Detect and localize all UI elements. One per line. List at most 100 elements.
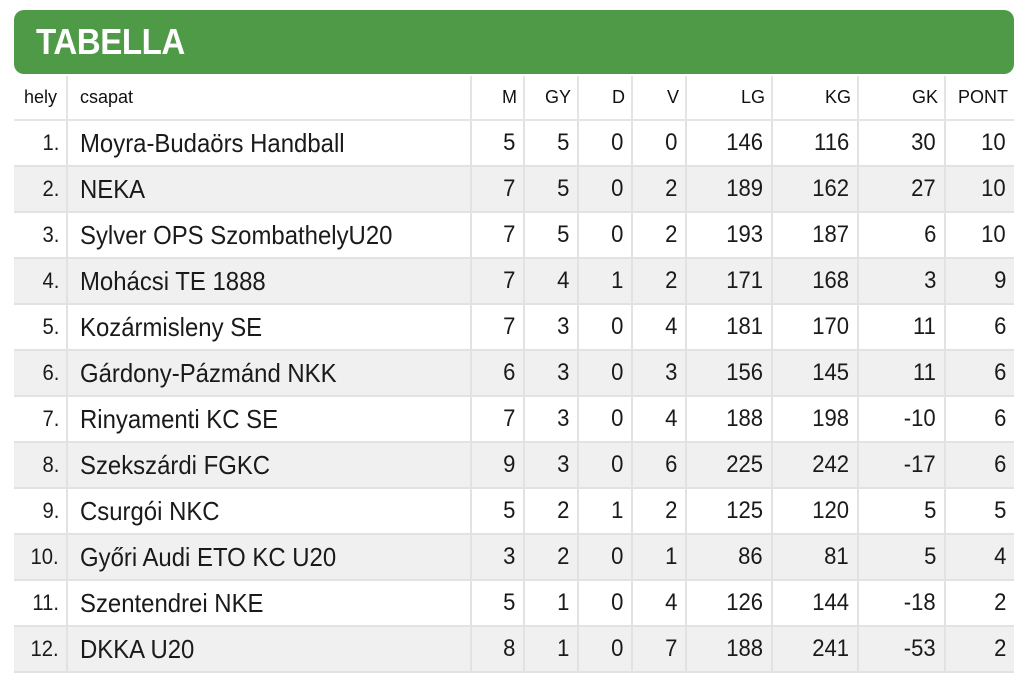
cell-gy: 3 — [523, 442, 578, 489]
column-header-kg: KG — [771, 76, 858, 121]
cell-value-kg: 242 — [812, 451, 849, 478]
cell-value-gy: 2 — [556, 497, 569, 524]
cell-d: 0 — [577, 534, 632, 581]
table-row: 11. Szentendrei NKE 5 1 0 4 126 144 -18 2 — [14, 580, 1014, 627]
cell-value-csapat: Sylver OPS SzombathelyU20 — [80, 219, 393, 250]
cell-kg: 168 — [771, 258, 858, 305]
table-row: 6. Gárdony-Pázmánd NKK 6 3 0 3 156 145 11 6 — [14, 350, 1014, 397]
cell-value-m: 5 — [502, 129, 515, 156]
column-header-lg: LG — [685, 76, 772, 121]
cell-value-lg: 189 — [726, 175, 763, 202]
cell-value-d: 0 — [610, 175, 623, 202]
cell-value-gk: 5 — [923, 497, 936, 524]
cell-value-kg: 116 — [813, 129, 849, 156]
standings-table: hely csapat M GY D V LG KG GK PONT 1. Moy… — [14, 76, 1014, 673]
cell-value-v: 0 — [664, 129, 677, 156]
cell-hely: 7. — [14, 396, 67, 443]
cell-value-kg: 187 — [812, 221, 849, 248]
cell-lg: 126 — [685, 580, 772, 627]
cell-value-gk: -10 — [904, 405, 936, 432]
cell-value-d: 1 — [610, 497, 623, 524]
cell-value-d: 0 — [610, 129, 623, 156]
cell-kg: 145 — [771, 350, 858, 397]
cell-gy: 5 — [523, 166, 578, 213]
cell-value-pont: 2 — [993, 635, 1006, 662]
cell-value-v: 2 — [664, 497, 677, 524]
cell-value-hely: 9. — [42, 498, 59, 523]
cell-gy: 1 — [523, 580, 578, 627]
cell-pont: 6 — [944, 350, 1014, 397]
cell-gy: 3 — [523, 396, 578, 443]
cell-value-gy: 1 — [556, 589, 569, 616]
cell-kg: 81 — [771, 534, 858, 581]
cell-csapat: Moyra-Budaörs Handball — [66, 120, 471, 167]
cell-value-hely: 3. — [42, 222, 59, 247]
cell-value-hely: 4. — [42, 268, 59, 293]
cell-value-lg: 193 — [726, 221, 763, 248]
cell-value-gy: 3 — [556, 313, 569, 340]
cell-value-d: 0 — [610, 635, 623, 662]
cell-csapat: Rinyamenti KC SE — [66, 396, 471, 443]
table-row: 7. Rinyamenti KC SE 7 3 0 4 188 198 -10 6 — [14, 396, 1014, 443]
cell-hely: 4. — [14, 258, 67, 305]
cell-gk: 11 — [857, 350, 945, 397]
column-header-d: D — [577, 76, 632, 121]
cell-value-d: 0 — [610, 543, 623, 570]
table-row: 8. Szekszárdi FGKC 9 3 0 6 225 242 -17 6 — [14, 442, 1014, 489]
standings-header: TABELLA — [14, 10, 1014, 74]
cell-value-gk: -18 — [904, 589, 936, 616]
cell-gk: 27 — [857, 166, 945, 213]
cell-pont: 10 — [944, 166, 1014, 213]
cell-value-csapat: Gárdony-Pázmánd NKK — [80, 357, 337, 388]
cell-csapat: Szentendrei NKE — [66, 580, 471, 627]
cell-value-hely: 5. — [42, 314, 59, 339]
cell-value-v: 3 — [664, 359, 677, 386]
cell-value-m: 7 — [502, 175, 515, 202]
cell-value-pont: 6 — [993, 405, 1006, 432]
cell-lg: 146 — [685, 120, 772, 167]
cell-gk: 6 — [857, 212, 945, 259]
cell-value-kg: 120 — [812, 497, 849, 524]
cell-value-pont: 10 — [981, 221, 1006, 248]
cell-value-kg: 162 — [812, 175, 849, 202]
cell-d: 0 — [577, 304, 632, 351]
cell-value-pont: 9 — [993, 267, 1006, 294]
cell-value-m: 7 — [502, 267, 515, 294]
cell-csapat: Szekszárdi FGKC — [66, 442, 471, 489]
cell-hely: 3. — [14, 212, 67, 259]
cell-value-d: 0 — [610, 451, 623, 478]
cell-value-d: 1 — [610, 267, 623, 294]
cell-value-csapat: Szentendrei NKE — [80, 587, 264, 618]
cell-m: 7 — [470, 304, 524, 351]
cell-value-pont: 4 — [993, 543, 1006, 570]
cell-value-d: 0 — [610, 589, 623, 616]
cell-v: 2 — [631, 488, 686, 535]
cell-d: 0 — [577, 442, 632, 489]
cell-d: 0 — [577, 350, 632, 397]
cell-gk: 3 — [857, 258, 945, 305]
cell-csapat: Kozármisleny SE — [66, 304, 471, 351]
cell-v: 7 — [631, 626, 686, 673]
cell-value-gy: 2 — [556, 543, 569, 570]
cell-value-m: 5 — [502, 589, 515, 616]
cell-m: 7 — [470, 258, 524, 305]
cell-m: 5 — [470, 488, 524, 535]
cell-m: 6 — [470, 350, 524, 397]
cell-lg: 125 — [685, 488, 772, 535]
cell-value-v: 2 — [664, 267, 677, 294]
cell-value-v: 4 — [664, 589, 677, 616]
cell-value-csapat: DKKA U20 — [80, 633, 195, 664]
cell-value-pont: 2 — [993, 589, 1006, 616]
cell-value-d: 0 — [610, 313, 623, 340]
cell-value-pont: 6 — [993, 313, 1006, 340]
cell-m: 7 — [470, 166, 524, 213]
cell-value-m: 3 — [502, 543, 515, 570]
cell-value-kg: 145 — [812, 359, 849, 386]
table-row: 9. Csurgói NKC 5 2 1 2 125 120 5 5 — [14, 488, 1014, 535]
cell-value-kg: 170 — [812, 313, 849, 340]
column-header-csapat: csapat — [66, 76, 471, 121]
cell-gy: 3 — [523, 350, 578, 397]
cell-value-lg: 225 — [726, 451, 763, 478]
cell-value-csapat: Moyra-Budaörs Handball — [80, 127, 345, 158]
